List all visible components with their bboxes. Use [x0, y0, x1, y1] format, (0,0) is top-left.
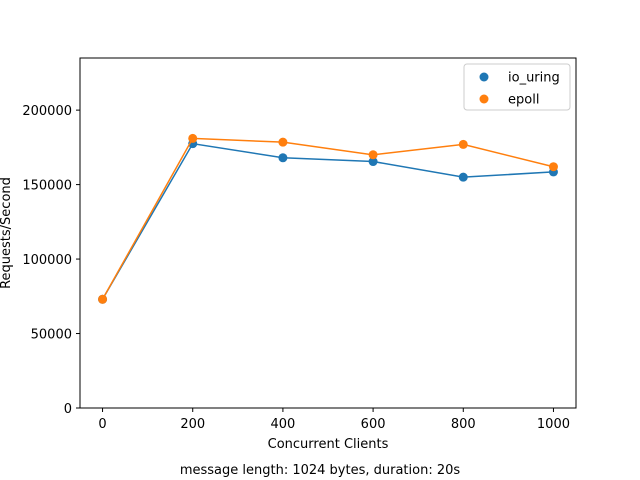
x-axis-label: Concurrent Clients — [268, 437, 389, 452]
data-point-epoll — [458, 139, 468, 149]
series-line-io_uring — [101, 142, 554, 300]
x-tick-label: 0 — [98, 417, 106, 432]
legend-label-io_uring: io_uring — [508, 71, 560, 86]
y-tick-label: 0 — [64, 402, 72, 417]
series-line-epoll — [101, 137, 554, 300]
y-tick-label: 150000 — [22, 179, 72, 194]
x-tick-label: 1000 — [537, 417, 570, 432]
plot-frame — [79, 57, 577, 409]
data-point-epoll — [98, 294, 108, 304]
y-tick-label: 50000 — [31, 328, 72, 343]
legend-box — [463, 63, 571, 111]
data-point-io_uring — [278, 153, 288, 163]
data-point-io_uring — [458, 172, 468, 182]
data-point-epoll — [278, 137, 288, 147]
y-axis-label: Requests/Second — [0, 177, 14, 289]
y-tick-label: 200000 — [22, 104, 72, 119]
chart-caption: message length: 1024 bytes, duration: 20… — [180, 463, 461, 478]
x-tick-label: 200 — [180, 417, 205, 432]
y-tick-label: 100000 — [22, 253, 72, 268]
data-point-io_uring — [368, 157, 378, 167]
data-point-epoll — [548, 162, 558, 172]
x-tick-label: 600 — [361, 417, 386, 432]
data-point-epoll — [188, 133, 198, 143]
legend-marker-io_uring — [479, 72, 489, 82]
x-tick-label: 400 — [270, 417, 295, 432]
data-point-epoll — [368, 150, 378, 160]
legend-marker-epoll — [479, 94, 489, 104]
legend-label-epoll: epoll — [508, 93, 539, 108]
plot-area — [80, 58, 576, 408]
x-tick-label: 800 — [451, 417, 476, 432]
